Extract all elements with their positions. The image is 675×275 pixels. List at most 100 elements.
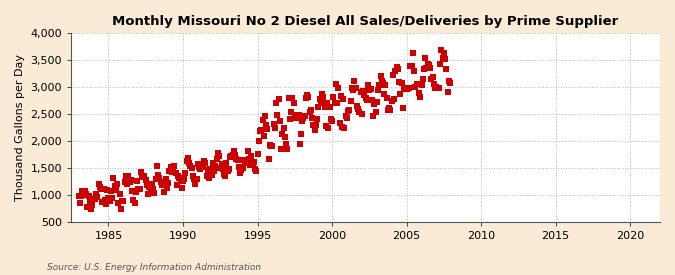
Point <box>294 142 305 146</box>
Point <box>306 108 317 112</box>
Point <box>256 128 267 132</box>
Point <box>328 95 339 100</box>
Point <box>384 106 395 110</box>
Point <box>323 126 333 131</box>
Point <box>425 66 435 70</box>
Point <box>221 160 232 165</box>
Point <box>89 196 100 201</box>
Point <box>231 157 242 162</box>
Point <box>169 164 180 168</box>
Point <box>377 81 388 85</box>
Point <box>108 176 119 180</box>
Point <box>238 158 249 162</box>
Point <box>250 166 261 171</box>
Point <box>275 147 286 152</box>
Point <box>421 66 432 71</box>
Point <box>216 162 227 166</box>
Point <box>192 162 203 166</box>
Point <box>426 76 437 81</box>
Title: Monthly Missouri No 2 Diesel All Sales/Deliveries by Prime Supplier: Monthly Missouri No 2 Diesel All Sales/D… <box>113 15 619 28</box>
Point <box>244 163 255 167</box>
Point <box>365 87 376 92</box>
Point <box>252 151 263 156</box>
Point <box>396 81 407 86</box>
Point <box>235 170 246 175</box>
Point <box>309 128 320 132</box>
Point <box>105 189 116 194</box>
Point <box>379 92 389 96</box>
Point <box>230 153 240 157</box>
Point <box>324 105 335 109</box>
Point <box>343 108 354 113</box>
Point <box>207 161 218 166</box>
Point <box>344 108 355 113</box>
Point <box>142 182 153 187</box>
Point <box>205 167 216 171</box>
Point <box>342 116 352 120</box>
Point <box>439 51 450 55</box>
Point <box>246 153 256 158</box>
Point <box>145 189 156 194</box>
Point <box>354 110 364 114</box>
Point <box>277 132 288 136</box>
Point <box>95 185 105 189</box>
Point <box>244 157 254 161</box>
Point <box>241 161 252 165</box>
Point <box>269 126 280 130</box>
Point <box>120 174 131 178</box>
Point <box>333 85 344 90</box>
Point <box>327 119 338 123</box>
Point <box>242 149 253 153</box>
Point <box>151 177 161 181</box>
Point <box>260 114 271 118</box>
Point <box>367 98 377 103</box>
Point <box>182 155 193 160</box>
Point <box>219 172 230 176</box>
Point <box>353 106 364 111</box>
Point <box>157 183 167 187</box>
Point <box>109 184 120 189</box>
Point <box>411 82 422 86</box>
Point <box>204 176 215 181</box>
Point <box>161 186 172 190</box>
Point <box>406 64 417 68</box>
Point <box>257 118 268 122</box>
Point <box>259 133 269 138</box>
Point <box>127 188 138 193</box>
Point <box>359 92 370 97</box>
Point <box>423 63 434 68</box>
Point <box>83 193 94 198</box>
Point <box>167 170 178 175</box>
Point <box>251 169 262 173</box>
Point <box>291 116 302 120</box>
Point <box>87 203 98 207</box>
Point <box>420 56 431 60</box>
Point <box>404 86 414 90</box>
Point <box>360 96 371 100</box>
Point <box>315 97 325 101</box>
Point <box>436 48 447 53</box>
Point <box>237 166 248 170</box>
Point <box>435 62 446 66</box>
Point <box>98 186 109 191</box>
Point <box>247 163 258 168</box>
Point <box>170 171 181 175</box>
Point <box>374 83 385 87</box>
Point <box>390 69 401 73</box>
Point <box>266 144 277 148</box>
Point <box>163 181 173 185</box>
Point <box>155 180 166 184</box>
Point <box>180 170 191 175</box>
Point <box>279 135 290 139</box>
Point <box>383 108 394 112</box>
Point <box>92 195 103 199</box>
Point <box>134 187 145 191</box>
Point <box>136 169 146 174</box>
Point <box>118 199 129 203</box>
Point <box>417 76 428 81</box>
Point <box>431 85 442 89</box>
Text: Source: U.S. Energy Information Administration: Source: U.S. Energy Information Administ… <box>47 263 261 272</box>
Point <box>220 174 231 179</box>
Point <box>278 126 289 130</box>
Point <box>173 174 184 178</box>
